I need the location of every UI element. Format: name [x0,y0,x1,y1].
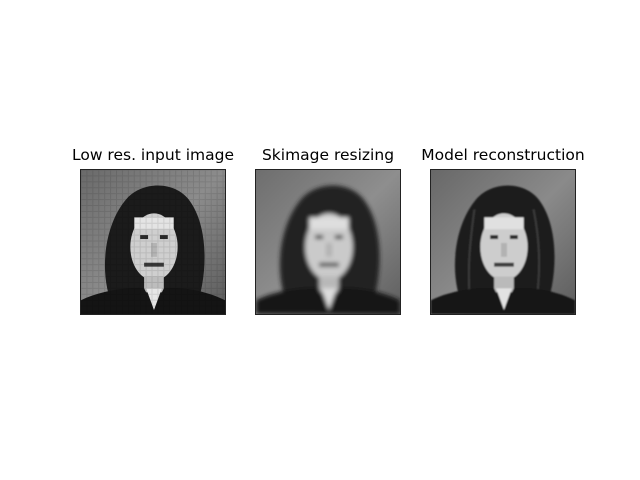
skimage-resized-image [255,169,401,315]
panel-title-skimage: Skimage resizing [261,146,395,164]
model-reconstruction-image [430,169,576,315]
panel-title-model: Model reconstruction [421,146,585,164]
panel-title-low-res: Low res. input image [71,146,235,164]
low-res-input-image [80,169,226,315]
